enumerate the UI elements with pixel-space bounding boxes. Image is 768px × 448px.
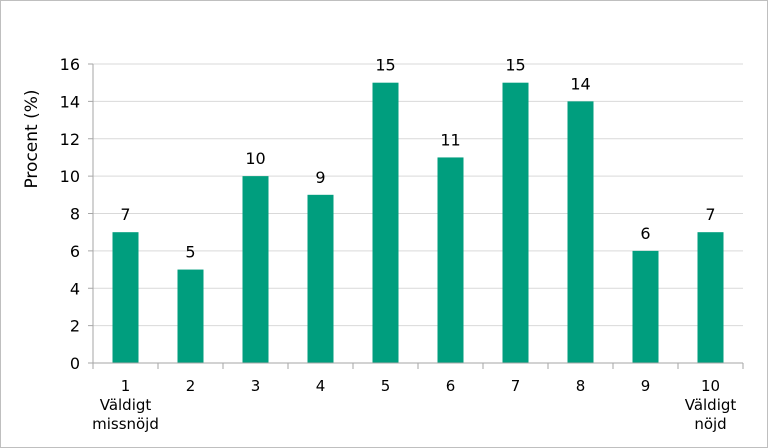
y-tick-label: 10 (60, 167, 80, 186)
data-label: 5 (185, 243, 195, 262)
y-tick-labels: 0 2 4 6 8 10 12 14 16 (60, 55, 80, 373)
bar (697, 232, 724, 363)
data-label: 6 (640, 224, 650, 243)
x-tick-label: 7 (511, 377, 521, 395)
bars (112, 82, 724, 363)
bar (372, 82, 399, 363)
y-tick-label: 6 (70, 242, 80, 261)
bar (502, 82, 529, 363)
y-tick-label: 8 (70, 205, 80, 224)
x-tick-labels: 1 Väldigt missnöjd 2 3 4 5 6 7 8 9 10 Väldigt nöjd (92, 377, 736, 433)
data-label: 9 (315, 168, 325, 187)
bar (112, 232, 139, 363)
bar (567, 101, 594, 363)
axes (92, 64, 744, 369)
bar (437, 157, 464, 363)
data-label: 7 (120, 205, 130, 224)
x-tick-label: 2 (186, 377, 196, 395)
y-tick-label: 0 (70, 354, 80, 373)
data-label: 10 (245, 149, 265, 168)
y-tick-label: 2 (70, 317, 80, 336)
x-tick-label: 5 (381, 377, 391, 395)
data-label: 11 (440, 130, 460, 149)
data-label: 14 (570, 74, 590, 93)
y-axis-label: Procent (%) (22, 89, 42, 188)
data-label: 15 (505, 56, 525, 75)
bar (307, 194, 334, 363)
data-label: 7 (705, 205, 715, 224)
bar (177, 269, 204, 363)
x-tick-label: 8 (576, 377, 586, 395)
data-label: 15 (375, 56, 395, 75)
x-tick-label: 4 (316, 377, 326, 395)
x-tick-label: 1 Väldigt missnöjd (92, 377, 159, 433)
y-tick-label: 4 (70, 279, 80, 298)
y-tick-label: 16 (60, 55, 80, 74)
data-labels: 7 5 10 9 15 11 15 14 6 7 (120, 56, 715, 262)
x-tick-label: 3 (251, 377, 261, 395)
bar (242, 176, 269, 363)
bar (632, 250, 659, 363)
y-tick-label: 14 (60, 92, 80, 111)
y-tick-label: 12 (60, 130, 80, 149)
x-tick-label: 6 (446, 377, 456, 395)
x-tick-label: 9 (641, 377, 651, 395)
x-tick-label: 10 Väldigt nöjd (685, 377, 737, 433)
